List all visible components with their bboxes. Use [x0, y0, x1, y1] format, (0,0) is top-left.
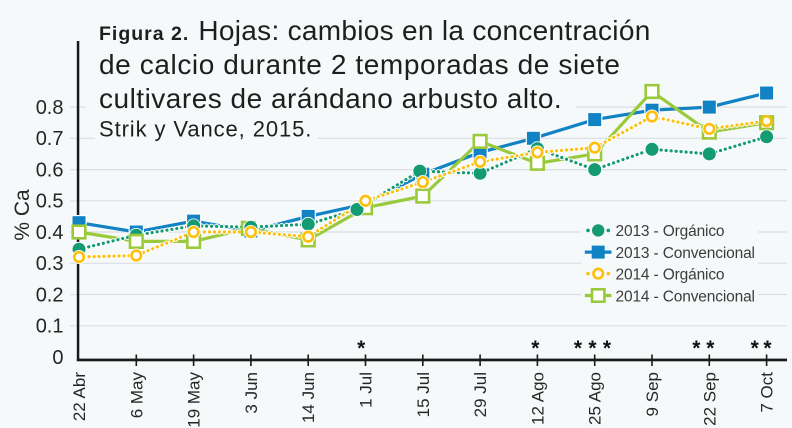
svg-text:29 Jul: 29 Jul	[471, 372, 490, 417]
svg-text:0.4: 0.4	[36, 222, 64, 244]
svg-text:0.5: 0.5	[36, 191, 64, 213]
svg-text:0.8: 0.8	[36, 97, 64, 119]
svg-text:6 May: 6 May	[127, 372, 146, 419]
svg-text:*: *	[751, 337, 760, 360]
svg-text:cultivares de arándano arbusto: cultivares de arándano arbusto alto.	[99, 83, 562, 114]
svg-text:25 Ago: 25 Ago	[586, 372, 605, 425]
svg-text:14 Jun: 14 Jun	[299, 372, 318, 423]
svg-text:15 Jul: 15 Jul	[414, 372, 433, 417]
svg-text:22 Sep: 22 Sep	[700, 372, 719, 426]
svg-text:0.3: 0.3	[36, 253, 64, 275]
svg-text:1 Jul: 1 Jul	[357, 372, 376, 408]
svg-text:% Ca: % Ca	[11, 189, 34, 241]
svg-text:Strik y Vance, 2015.: Strik y Vance, 2015.	[99, 117, 312, 142]
svg-text:*: *	[574, 337, 583, 360]
svg-text:*: *	[706, 337, 715, 360]
svg-text:*: *	[588, 337, 597, 360]
svg-text:Figura 2. Hojas: cambios en la: Figura 2. Hojas: cambios en la concentra…	[99, 15, 651, 46]
svg-text:*: *	[603, 337, 612, 360]
svg-text:9 Sep: 9 Sep	[643, 372, 662, 416]
svg-text:0.7: 0.7	[36, 128, 64, 150]
svg-text:12 Ago: 12 Ago	[528, 372, 547, 425]
svg-text:0.2: 0.2	[36, 284, 64, 306]
svg-text:*: *	[357, 337, 366, 360]
svg-text:*: *	[531, 337, 540, 360]
svg-text:de calcio durante 2 temporadas: de calcio durante 2 temporadas de siete	[99, 49, 621, 80]
svg-text:0.1: 0.1	[36, 316, 64, 338]
svg-text:22 Abr: 22 Abr	[70, 372, 89, 421]
svg-text:*: *	[763, 337, 772, 360]
svg-text:2014 - Orgánico: 2014 - Orgánico	[616, 266, 725, 283]
svg-text:2013 - Convencional: 2013 - Convencional	[616, 245, 755, 262]
svg-text:7 Oct: 7 Oct	[758, 372, 777, 413]
svg-text:2013 - Orgánico: 2013 - Orgánico	[616, 223, 725, 240]
svg-text:*: *	[692, 337, 701, 360]
svg-text:2014 - Convencional: 2014 - Convencional	[616, 288, 755, 305]
svg-text:0.6: 0.6	[36, 160, 64, 182]
svg-text:19 May: 19 May	[185, 372, 204, 428]
svg-text:0: 0	[52, 347, 63, 369]
svg-text:3 Jun: 3 Jun	[242, 372, 261, 414]
